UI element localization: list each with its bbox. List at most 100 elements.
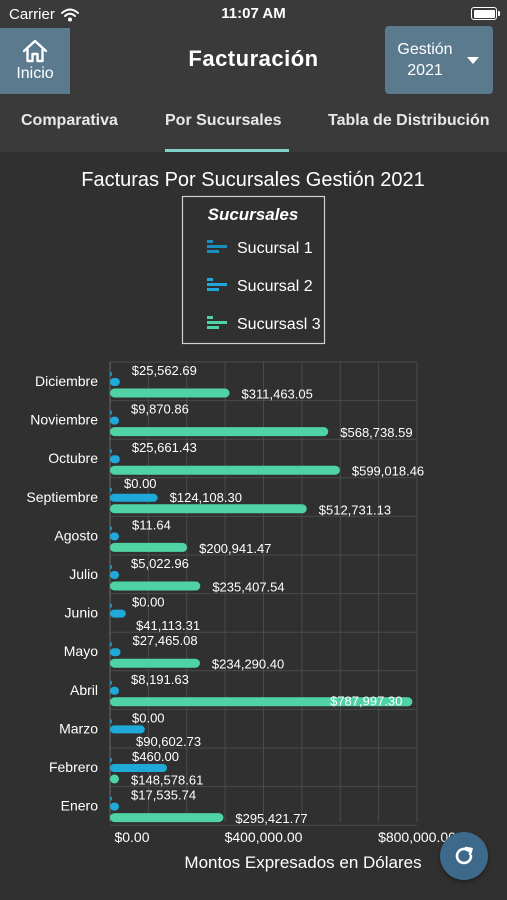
bar-sucursal-2 [110, 802, 119, 811]
active-tab-indicator [165, 149, 289, 152]
tab-tabla-distribucion[interactable]: Tabla de Distribución [328, 112, 490, 129]
year-selector[interactable]: Gestión 2021 [385, 26, 493, 94]
bar-label: $311,463.05 [242, 387, 313, 402]
wifi-icon [60, 8, 79, 21]
bar-sucursal-3 [110, 542, 188, 552]
carrier-label: Carrier [9, 6, 55, 23]
bar-chart: Facturas Por Sucursales Gestión 2021 Sucu… [26, 169, 456, 872]
bar-sucursal-1 [110, 642, 112, 647]
bar-label: $599,018.46 [352, 464, 424, 479]
bar-sucursal-1 [110, 526, 112, 531]
legend-item-1: Sucursal 1 [207, 240, 313, 257]
legend-swatch-icon [207, 278, 213, 281]
x-tick-label: $800,000.00 [378, 829, 456, 845]
bar-sucursal-1 [110, 719, 112, 724]
bar-label: $234,290.40 [212, 657, 284, 672]
year-selector-line1: Gestión [397, 41, 453, 58]
legend-label: Sucursasl 3 [237, 316, 321, 333]
category-label: Agosto [54, 527, 98, 543]
bar-sucursal-2 [110, 725, 145, 734]
bar-sucursal-3 [110, 465, 340, 475]
year-selector-label: Gestión 2021 [385, 39, 465, 81]
bar-sucursal-2 [110, 609, 126, 618]
home-icon [22, 39, 48, 63]
category-label: Mayo [64, 643, 98, 659]
bar-label: $460.00 [132, 749, 179, 764]
chart-title: Facturas Por Sucursales Gestión 2021 [81, 169, 425, 191]
bar-sucursal-2 [110, 378, 120, 386]
legend-swatch-icon [207, 240, 213, 243]
carrier: Carrier [9, 6, 79, 23]
category-label: Diciembre [35, 373, 98, 389]
bar-label: $17,535.74 [131, 788, 196, 803]
category-label: Febrero [49, 759, 98, 775]
tab-comparativa[interactable]: Comparativa [21, 112, 118, 129]
refresh-icon [455, 846, 473, 865]
legend-item-3: Sucursasl 3 [207, 316, 321, 333]
bar-sucursal-2 [110, 532, 119, 541]
tab-bar: Comparativa Por Sucursales Tabla de Dist… [0, 94, 507, 152]
category-label: Septiembre [26, 489, 98, 505]
bar-label: $9,870.86 [131, 402, 189, 417]
refresh-button[interactable] [440, 832, 488, 880]
bar-sucursal-2 [110, 455, 120, 464]
bar-sucursal-1 [110, 603, 112, 608]
bar-sucursal-3 [110, 504, 307, 514]
bar-sucursal-1 [110, 449, 112, 454]
bar-label: $0.00 [132, 595, 165, 610]
bar-sucursal-3 [110, 774, 119, 784]
tab-por-sucursales[interactable]: Por Sucursales [165, 112, 282, 129]
bar-label: $235,407.54 [212, 580, 284, 595]
x-axis-label: Montos Expresados en Dólares [184, 853, 421, 872]
bar-sucursal-1 [110, 796, 112, 801]
legend-label: Sucursal 2 [237, 278, 313, 295]
bar-sucursal-1 [110, 565, 112, 569]
bar-label: $11.64 [132, 517, 171, 532]
bar-label: $90,602.73 [136, 734, 201, 749]
bar-label: $200,941.47 [199, 541, 271, 556]
bar-label: $25,661.43 [132, 440, 197, 455]
bar-sucursal-2 [110, 416, 119, 425]
bar-label: $5,022.96 [131, 556, 189, 571]
legend-label: Sucursal 1 [237, 240, 313, 257]
category-label: Marzo [59, 720, 98, 736]
bar-label: $25,562.69 [132, 363, 197, 378]
bar-sucursal-2 [110, 493, 158, 502]
bar-sucursal-3 [110, 388, 230, 398]
legend-swatch-icon [207, 316, 213, 319]
bar-label: $41,113.31 [136, 618, 200, 633]
bar-sucursal-2 [110, 764, 168, 772]
status-bar: Carrier 11:07 AM [0, 0, 507, 28]
bar-sucursal-1 [110, 758, 112, 762]
bar-sucursal-2 [110, 648, 121, 657]
x-tick-label: $0.00 [114, 829, 149, 845]
category-label: Abril [70, 682, 98, 698]
bar-sucursal-2 [110, 686, 119, 695]
header: Inicio Facturación Gestión 2021 [0, 26, 507, 94]
bar-sucursal-3 [110, 658, 200, 668]
bar-sucursal-3 [110, 581, 201, 591]
status-time: 11:07 AM [221, 5, 286, 22]
battery-icon [471, 7, 500, 20]
category-label: Enero [61, 798, 99, 814]
legend-item-2: Sucursal 2 [207, 278, 313, 295]
bar-label: $27,465.08 [133, 633, 198, 648]
bar-sucursal-1 [110, 680, 112, 685]
bar-sucursal-3 [110, 427, 329, 437]
bar-sucursal-3 [110, 813, 224, 823]
bar-sucursal-2 [110, 571, 119, 579]
bar-label: $148,578.61 [131, 773, 203, 788]
x-tick-label: $400,000.00 [225, 829, 303, 845]
legend-box [181, 195, 326, 345]
home-label: Inicio [16, 65, 54, 82]
bar-label: $0.00 [132, 710, 165, 725]
bar-label: $0.00 [124, 476, 157, 491]
category-label: Julio [69, 566, 98, 582]
bar-label: $295,421.77 [235, 811, 307, 826]
bar-label: $124,108.30 [170, 490, 242, 505]
bar-sucursal-1 [110, 372, 112, 376]
home-button[interactable]: Inicio [0, 28, 70, 94]
caret-down-icon [467, 56, 479, 64]
category-label: Junio [65, 605, 99, 621]
category-label: Octubre [48, 450, 98, 466]
